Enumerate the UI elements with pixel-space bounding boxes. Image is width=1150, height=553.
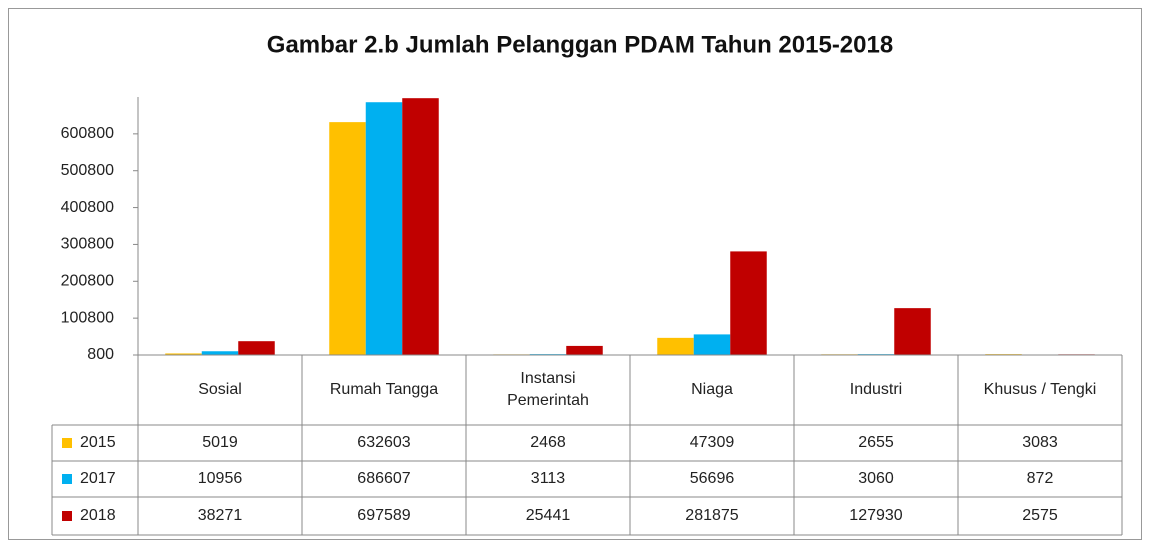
bar: [238, 341, 275, 355]
legend-label: 2017: [80, 470, 116, 487]
category-label: Industri: [850, 381, 902, 398]
table-value: 2575: [1022, 507, 1058, 524]
table-value: 3060: [858, 470, 894, 487]
table-value: 697589: [357, 507, 410, 524]
category-label: Rumah Tangga: [330, 381, 438, 398]
y-tick-label: 600800: [61, 125, 114, 142]
table-value: 38271: [198, 507, 243, 524]
bar: [329, 122, 366, 355]
bar: [730, 251, 767, 355]
bar: [694, 334, 731, 355]
chart-title: Gambar 2.b Jumlah Pelanggan PDAM Tahun 2…: [267, 31, 893, 58]
table-value: 127930: [849, 507, 902, 524]
chart-frame: [9, 9, 1142, 540]
y-tick-label: 100800: [61, 309, 114, 326]
table-value: 632603: [357, 434, 410, 451]
table-value: 872: [1027, 470, 1054, 487]
bar: [894, 308, 931, 355]
table-value: 3083: [1022, 434, 1058, 451]
bar: [402, 98, 439, 355]
table-value: 2468: [530, 434, 566, 451]
legend-label: 2018: [80, 507, 116, 524]
category-label: Niaga: [691, 381, 733, 398]
table-value: 47309: [690, 434, 735, 451]
table-value: 25441: [526, 507, 571, 524]
y-tick-label: 300800: [61, 236, 114, 253]
table-value: 2655: [858, 434, 894, 451]
table-value: 56696: [690, 470, 735, 487]
legend-key: [62, 511, 72, 521]
y-tick-label: 800: [87, 346, 114, 363]
y-tick-label: 400800: [61, 199, 114, 216]
legend-key: [62, 438, 72, 448]
y-tick-label: 500800: [61, 162, 114, 179]
bar: [366, 102, 403, 355]
category-label: Sosial: [198, 381, 242, 398]
table-value: 3113: [531, 470, 566, 487]
bar: [202, 351, 239, 355]
y-tick-label: 200800: [61, 273, 114, 290]
legend-key: [62, 474, 72, 484]
legend-label: 2015: [80, 434, 116, 451]
table-value: 5019: [202, 434, 238, 451]
category-label: Khusus / Tengki: [984, 381, 1097, 398]
table-value: 10956: [198, 470, 243, 487]
table-value: 686607: [357, 470, 410, 487]
table-value: 281875: [685, 507, 738, 524]
bar: [566, 346, 603, 355]
bar: [657, 338, 694, 355]
